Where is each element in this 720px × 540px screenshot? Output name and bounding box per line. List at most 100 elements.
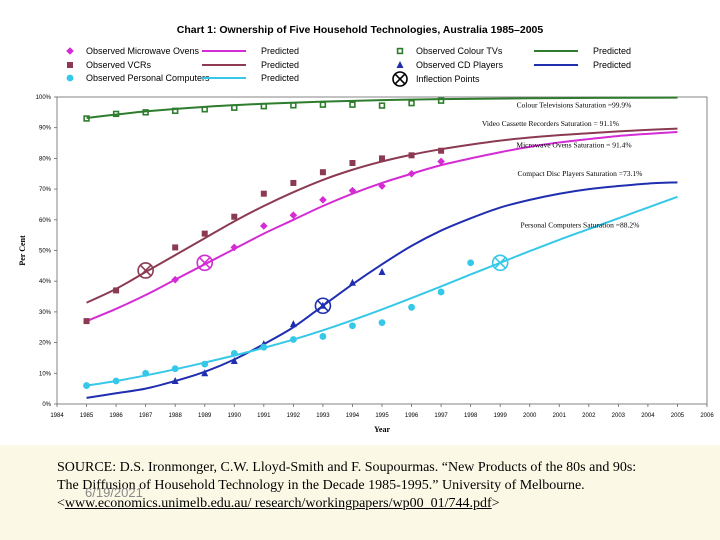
microwave-ovens-observed-point xyxy=(230,243,239,252)
personal-computers-observed-point xyxy=(83,382,90,389)
microwave-ovens-saturation-label: Microwave Ovens Saturation = 91.4% xyxy=(516,141,631,150)
chart-title: Chart 1: Ownership of Five Household Tec… xyxy=(177,24,544,36)
colour-tvs-observed-point xyxy=(290,102,297,109)
colour-tvs-saturation-label: Colour Televisions Saturation =99.9% xyxy=(517,101,632,110)
source-link-line: <www.economics.unimelb.edu.au/ research/… xyxy=(57,496,500,512)
cd-players-saturation-label: Compact Disc Players Saturation =73.1% xyxy=(518,169,643,178)
cd-players-inflection-point xyxy=(314,297,332,315)
colour-tvs-observed-point xyxy=(408,99,415,107)
y-tick-label: 50% xyxy=(39,249,52,255)
vcrs-observed-point xyxy=(231,213,238,220)
colour-tvs-observed-point xyxy=(201,106,208,113)
microwave-ovens-observed-point xyxy=(171,275,179,284)
x-tick-label: 2002 xyxy=(582,413,596,419)
x-tick-label: 1998 xyxy=(464,413,478,419)
legend-inflection-swatch xyxy=(392,71,408,87)
y-tick-label: 70% xyxy=(39,187,52,193)
personal-computers-observed-point xyxy=(467,259,475,267)
x-tick-label: 1990 xyxy=(228,413,242,419)
microwave-ovens-observed-point xyxy=(348,186,357,195)
vcrs-observed-point xyxy=(260,190,267,197)
colour-tvs-observed-point xyxy=(349,101,356,108)
x-tick-label: 1991 xyxy=(257,413,271,419)
colour-tvs-observed-point xyxy=(142,109,149,116)
personal-computers-observed-point xyxy=(201,360,209,368)
source-footer: SOURCE: D.S. Ironmonger, C.W. Lloyd-Smit… xyxy=(0,445,720,540)
microwave-ovens-observed-point xyxy=(437,157,445,166)
vcrs-observed-point xyxy=(349,160,356,167)
link-suffix: > xyxy=(491,496,500,511)
y-tick-label: 0% xyxy=(42,402,51,408)
x-tick-label: 2000 xyxy=(523,413,537,419)
x-axis-label: Year xyxy=(374,425,390,434)
x-tick-label: 2005 xyxy=(671,413,685,419)
y-axis-label: Per Cent xyxy=(18,235,27,266)
personal-computers-observed-point xyxy=(437,288,445,296)
personal-computers-observed-point xyxy=(289,336,297,343)
x-tick-label: 1986 xyxy=(109,413,123,419)
legend-tv_obs-swatch xyxy=(396,47,404,55)
colour-tvs-observed-point xyxy=(319,101,327,108)
slide-date: 6/19/2021 xyxy=(85,485,143,500)
legend-pc_obs-label: Observed Personal Computers xyxy=(86,73,210,83)
x-tick-label: 1993 xyxy=(316,413,330,419)
x-tick-label: 1995 xyxy=(375,413,389,419)
y-tick-label: 60% xyxy=(39,218,52,224)
legend-microwave_obs-swatch xyxy=(66,47,74,55)
colour-tvs-observed-point xyxy=(83,115,90,122)
cd-players-observed-point xyxy=(289,320,297,328)
legend-cd_obs-swatch xyxy=(396,61,404,68)
legend-vcr_obs-label: Observed VCRs xyxy=(86,60,152,70)
x-tick-label: 1989 xyxy=(198,413,212,419)
ownership-chart: Chart 1: Ownership of Five Household Tec… xyxy=(18,24,714,434)
vcrs-observed-point xyxy=(379,155,385,162)
vcrs-observed-point xyxy=(438,147,445,154)
vcrs-observed-point xyxy=(83,318,90,325)
personal-computers-observed-point xyxy=(230,349,238,357)
cd-players-observed-point xyxy=(171,376,179,384)
vcrs-observed-point xyxy=(172,244,179,251)
x-tick-label: 2004 xyxy=(641,413,655,419)
vcrs-inflection-point xyxy=(137,262,154,279)
legend-cd_pred-label: Predicted xyxy=(593,60,631,70)
cd-players-observed-point xyxy=(230,357,238,365)
cd-players-predicted-line xyxy=(86,181,678,399)
microwave-ovens-observed-point xyxy=(378,182,386,190)
x-tick-label: 1988 xyxy=(169,413,183,419)
source-line-2: The Diffusion of Household Technology in… xyxy=(57,478,585,493)
colour-tvs-observed-point xyxy=(231,104,238,111)
vcrs-observed-point xyxy=(201,230,208,237)
personal-computers-observed-point xyxy=(408,303,415,311)
y-tick-label: 20% xyxy=(39,341,52,347)
x-tick-label: 1996 xyxy=(405,413,419,419)
source-link[interactable]: www.economics.unimelb.edu.au/ research/w… xyxy=(64,496,492,511)
colour-tvs-observed-point xyxy=(112,110,120,118)
personal-computers-predicted-line xyxy=(86,195,678,387)
y-tick-label: 100% xyxy=(36,95,52,101)
x-tick-label: 1997 xyxy=(434,413,448,419)
cd-players-observed-point xyxy=(348,278,356,286)
legend-pc_obs-swatch xyxy=(66,74,74,82)
personal-computers-observed-point xyxy=(349,322,356,330)
microwave-ovens-observed-point xyxy=(260,222,268,230)
x-tick-label: 2006 xyxy=(700,413,714,419)
personal-computers-inflection-point xyxy=(491,254,509,272)
legend-tv_obs-label: Observed Colour TVs xyxy=(416,46,503,56)
y-tick-label: 40% xyxy=(39,279,52,285)
x-tick-label: 1999 xyxy=(494,413,508,419)
chart-area: Chart 1: Ownership of Five Household Tec… xyxy=(18,24,715,434)
personal-computers-observed-point xyxy=(319,333,327,340)
x-tick-label: 2003 xyxy=(612,413,626,419)
x-tick-label: 1987 xyxy=(139,413,153,419)
legend-vcr_pred-label: Predicted xyxy=(261,60,299,70)
source-line-1: SOURCE: D.S. Ironmonger, C.W. Lloyd-Smit… xyxy=(57,460,637,475)
link-prefix: < xyxy=(57,496,65,511)
x-tick-label: 1994 xyxy=(346,413,360,419)
personal-computers-observed-point xyxy=(112,377,120,385)
x-tick-label: 1985 xyxy=(80,413,94,419)
personal-computers-observed-point xyxy=(260,343,268,351)
microwave-ovens-observed-point xyxy=(407,169,416,178)
cd-players-observed-point xyxy=(378,267,386,275)
legend-inflection-label: Inflection Points xyxy=(416,74,480,84)
vcrs-observed-point xyxy=(408,152,415,159)
